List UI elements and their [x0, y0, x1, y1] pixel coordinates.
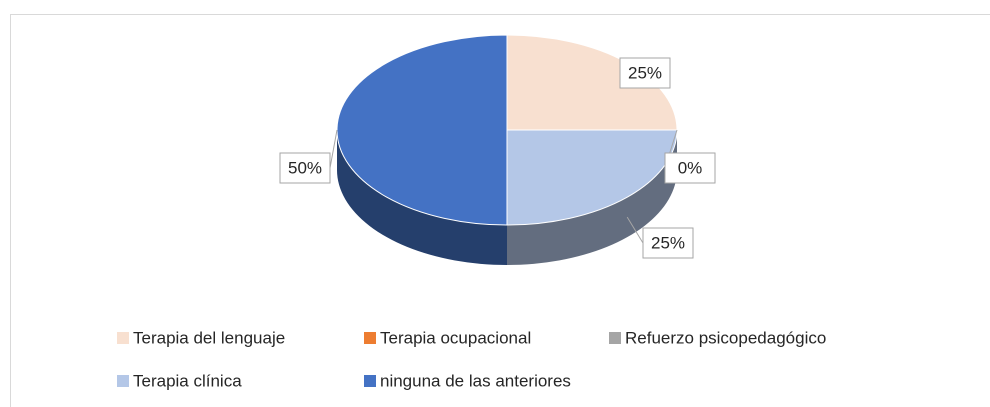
data-label: 0% [678, 158, 703, 177]
legend-label: Terapia ocupacional [380, 328, 531, 347]
data-label: 25% [651, 233, 685, 252]
legend-label: Refuerzo psicopedagógico [625, 328, 826, 347]
legend-swatch [364, 332, 376, 344]
legend-label: Terapia clínica [133, 371, 242, 390]
legend-swatch [364, 375, 376, 387]
legend-swatch [117, 375, 129, 387]
data-label-box [664, 152, 716, 184]
pie-slice [506, 129, 678, 226]
legend-swatch [609, 332, 621, 344]
legend-label: Terapia del lenguaje [133, 328, 285, 347]
pie-slice-side [337, 130, 507, 265]
leader-line [329, 129, 338, 169]
legend-label: ninguna de las anteriores [380, 371, 571, 390]
data-label: 25% [628, 63, 662, 82]
data-label-box [279, 152, 331, 184]
data-label-box [642, 227, 694, 259]
data-label-box [619, 57, 671, 89]
pie-slice-side [507, 130, 677, 265]
legend-swatch [117, 332, 129, 344]
leader-line [626, 216, 644, 244]
data-label: 50% [288, 158, 322, 177]
